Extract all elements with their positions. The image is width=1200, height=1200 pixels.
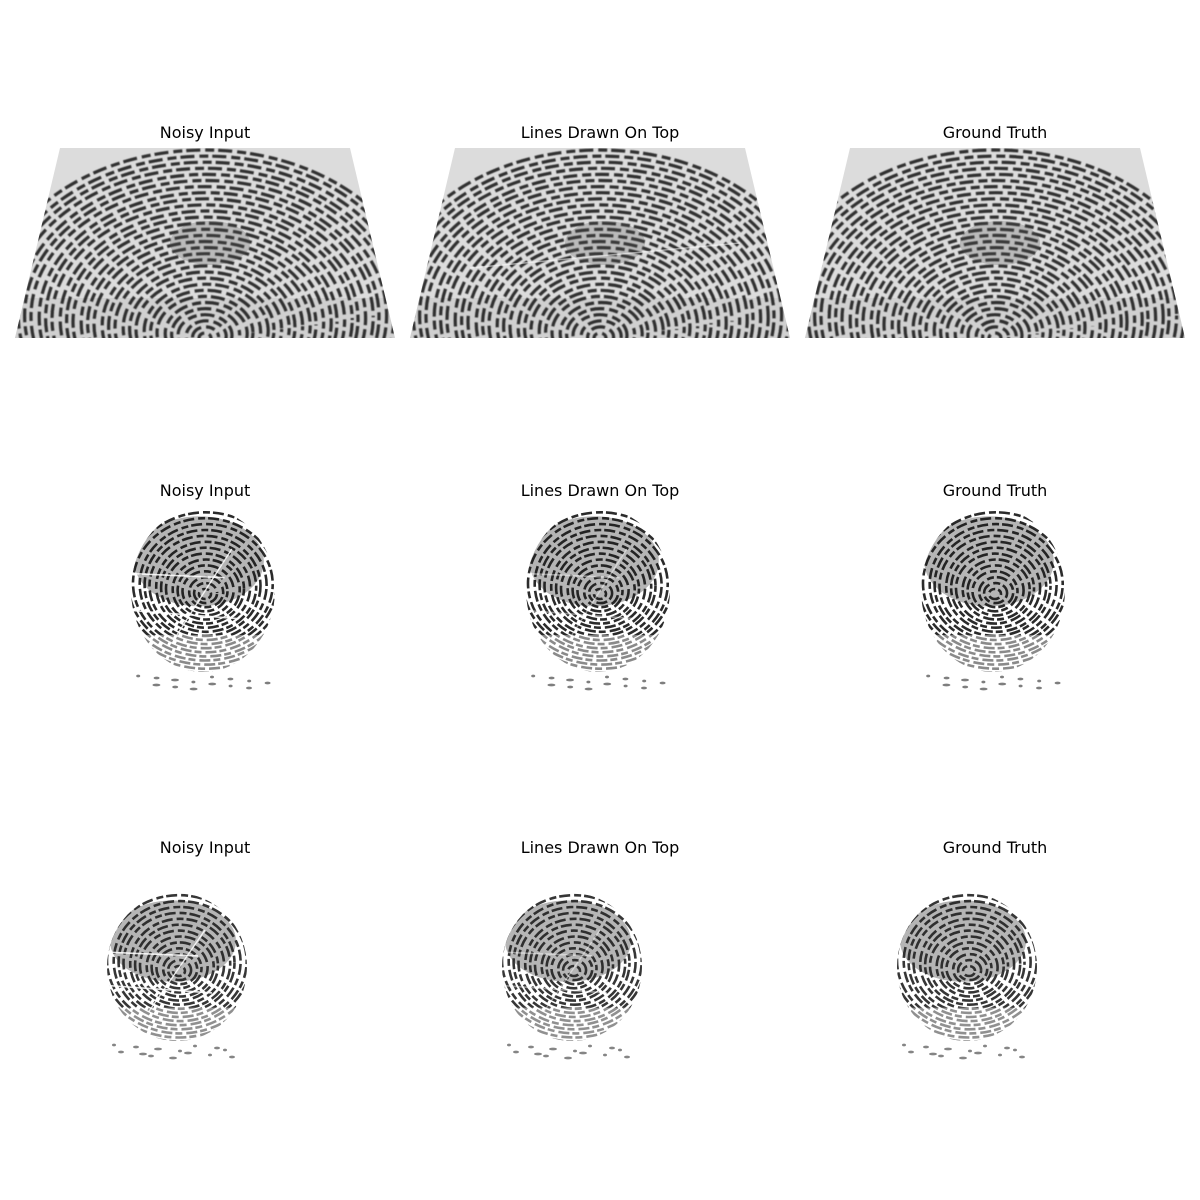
fingerprint-image-lines [510, 510, 690, 700]
panel-title: Noisy Input [159, 838, 251, 857]
fingerprint-image-lines [490, 892, 660, 1062]
panel-title: Noisy Input [159, 123, 251, 142]
fingerprint-image-ground-truth [805, 148, 1185, 338]
fingerprint-image-noisy [115, 510, 295, 700]
fingerprint-image-ground-truth [885, 892, 1055, 1062]
panel-title: Ground Truth [942, 838, 1048, 857]
panel-title: Noisy Input [159, 481, 251, 500]
fingerprint-image-noisy [15, 148, 395, 338]
panel-title: Ground Truth [942, 481, 1048, 500]
panel-title: Lines Drawn On Top [520, 481, 680, 500]
fingerprint-image-noisy [95, 892, 265, 1062]
panel-title: Lines Drawn On Top [520, 838, 680, 857]
fingerprint-image-lines [410, 148, 790, 338]
panel-title: Ground Truth [942, 123, 1048, 142]
panel-title: Lines Drawn On Top [520, 123, 680, 142]
fingerprint-image-ground-truth [905, 510, 1085, 700]
